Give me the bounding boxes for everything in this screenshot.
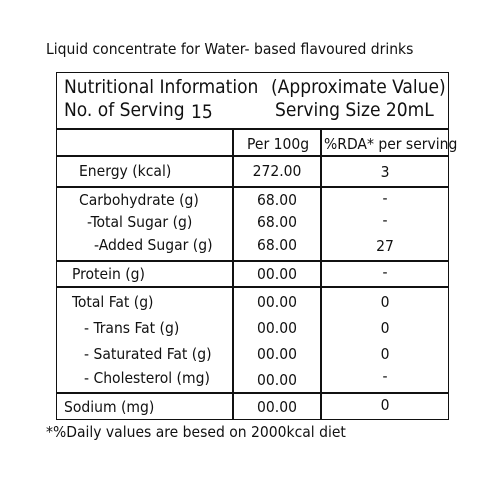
rda-value: - bbox=[382, 367, 388, 385]
per100-value: 00.00 bbox=[257, 319, 297, 337]
per100-value: 00.00 bbox=[257, 293, 297, 311]
rda-value: - bbox=[382, 211, 388, 229]
column-divider bbox=[320, 128, 322, 419]
nutrition-table: Nutritional Information (Approximate Val… bbox=[56, 72, 457, 420]
per100-value: 68.00 bbox=[257, 236, 297, 254]
servings-label: No. of Serving bbox=[64, 99, 185, 121]
product-caption: Liquid concentrate for Water- based flav… bbox=[46, 40, 414, 58]
per100-value: 68.00 bbox=[257, 213, 297, 231]
nutrient-label: - Saturated Fat (g) bbox=[84, 345, 212, 363]
nutrient-label: Sodium (mg) bbox=[64, 398, 155, 416]
rda-value: - bbox=[382, 263, 388, 281]
column-divider bbox=[232, 128, 234, 419]
row-divider bbox=[57, 260, 448, 262]
row-divider bbox=[57, 392, 448, 394]
per100-value: 00.00 bbox=[257, 265, 297, 283]
per100-value: 68.00 bbox=[257, 191, 297, 209]
nutrient-label: Carbohydrate (g) bbox=[79, 191, 199, 209]
rda-value: 3 bbox=[380, 163, 390, 181]
nutrient-label: Total Fat (g) bbox=[72, 293, 154, 311]
footnote: *%Daily values are besed on 2000kcal die… bbox=[46, 423, 346, 441]
approx-value-label: (Approximate Value) bbox=[271, 76, 446, 98]
rda-value: 0 bbox=[380, 319, 390, 337]
column-header-rda: %RDA* per serving bbox=[324, 135, 458, 153]
row-divider bbox=[57, 186, 448, 188]
column-header-per100: Per 100g bbox=[247, 135, 310, 153]
nutrient-label: Protein (g) bbox=[72, 265, 145, 283]
per100-value: 00.00 bbox=[257, 398, 297, 416]
rda-value: 27 bbox=[376, 237, 394, 255]
rda-value: 0 bbox=[380, 293, 390, 311]
rda-value: - bbox=[382, 189, 388, 207]
per100-value: 00.00 bbox=[257, 371, 297, 389]
nutrient-label: - Cholesterol (mg) bbox=[84, 369, 210, 387]
nutrient-label: - Trans Fat (g) bbox=[84, 319, 180, 337]
nutrient-label: -Total Sugar (g) bbox=[87, 213, 193, 231]
rda-value: 0 bbox=[380, 396, 390, 414]
serving-size: Serving Size 20mL bbox=[275, 99, 434, 121]
rda-value: 0 bbox=[380, 345, 390, 363]
nutrient-label: -Added Sugar (g) bbox=[94, 236, 213, 254]
row-divider bbox=[57, 286, 448, 288]
table-title: Nutritional Information bbox=[64, 76, 259, 98]
per100-value: 00.00 bbox=[257, 345, 297, 363]
servings-value: 15 bbox=[191, 101, 213, 123]
per100-value: 272.00 bbox=[252, 162, 302, 180]
header-divider bbox=[57, 128, 448, 130]
nutrient-label: Energy (kcal) bbox=[79, 162, 172, 180]
column-header-divider bbox=[57, 155, 448, 157]
